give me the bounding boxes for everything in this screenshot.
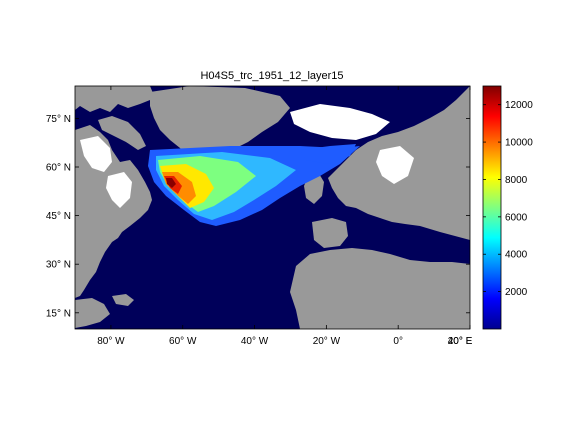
africa-land: [290, 248, 470, 329]
arctic-islands-land: [75, 86, 155, 112]
lon-tick-label: 40° W: [241, 336, 269, 347]
lon-tick-label: 40° E: [448, 336, 473, 347]
lat-axis: 75° N 60° N 45° N 30° N 15° N: [46, 114, 470, 319]
colorbar-tick-label: 4000: [505, 250, 528, 261]
map-frame: [74, 85, 471, 330]
colorbar-tick-label: 2000: [505, 287, 528, 298]
lat-tick-label: 75° N: [46, 114, 71, 125]
colorbar-axis: 2000 4000 6000 8000 10000 12000: [483, 100, 533, 298]
baffin-island-land: [98, 116, 146, 150]
missing-interior: [106, 172, 132, 208]
lon-tick-label: 20° W: [313, 336, 341, 347]
lon-tick-label: 60° W: [169, 336, 197, 347]
lon-tick-label: 80° W: [97, 336, 125, 347]
lat-tick-label: 15° N: [46, 308, 71, 319]
plot-title: H04S5_trc_1951_12_layer15: [200, 70, 343, 82]
colorbar-tick-label: 8000: [505, 175, 528, 186]
lon-axis: 80° W 60° W 40° W 20° W 0° 20° E40° E: [97, 86, 473, 347]
caribbean-islands-land: [112, 294, 134, 306]
lon-tick-label: 0°: [393, 336, 403, 347]
lon-tick-label: 20° E: [448, 336, 473, 347]
iberia-land: [312, 218, 348, 248]
map-panel: [75, 86, 470, 329]
lat-tick-label: 60° N: [46, 163, 71, 174]
colorbar-tick-label: 10000: [505, 138, 533, 149]
tracer-plume: [148, 144, 360, 226]
lat-tick-label: 30° N: [46, 260, 71, 271]
colorbar-tick-label: 12000: [505, 100, 533, 111]
colorbar: [482, 85, 502, 330]
missing-arctic: [290, 104, 390, 140]
lat-tick-label: 45° N: [46, 211, 71, 222]
caribbean-land: [75, 298, 110, 328]
missing-hudson: [80, 136, 112, 172]
missing-scandinavia: [376, 146, 414, 184]
colorbar-tick-label: 6000: [505, 212, 528, 223]
